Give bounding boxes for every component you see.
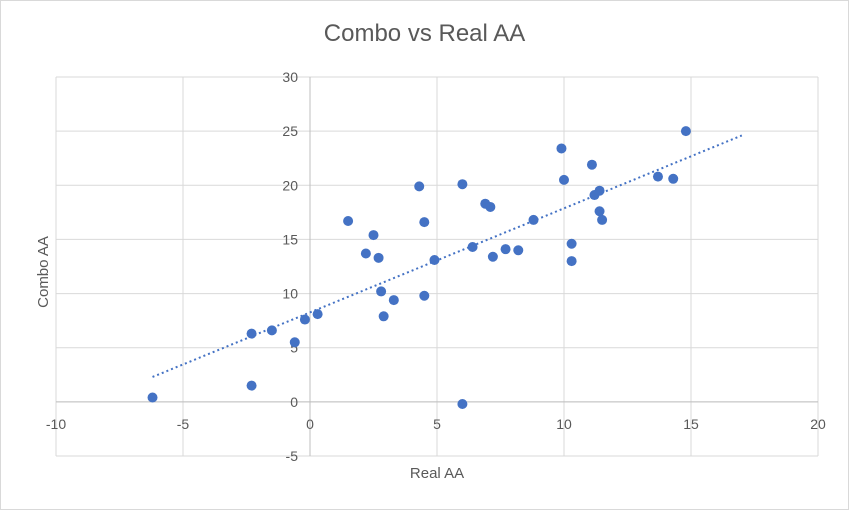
data-point (343, 216, 354, 227)
data-point (566, 256, 577, 267)
y-tick-label: 10 (282, 286, 298, 302)
data-point (467, 242, 478, 253)
data-point (429, 255, 440, 266)
x-tick-label: -10 (46, 416, 66, 432)
data-point (652, 171, 663, 182)
data-point (378, 311, 389, 322)
y-tick-label: 0 (290, 394, 298, 410)
y-tick-label: 30 (282, 69, 298, 85)
data-point (246, 328, 257, 339)
data-point (566, 238, 577, 249)
data-point (528, 214, 539, 225)
x-tick-label: -5 (177, 416, 190, 432)
data-point (513, 245, 524, 256)
data-point (419, 217, 430, 228)
data-point (668, 173, 679, 184)
data-point (500, 244, 511, 255)
y-tick-label: 20 (282, 177, 298, 193)
data-point (485, 201, 496, 212)
data-point (299, 314, 310, 325)
x-tick-label: 10 (556, 416, 572, 432)
data-point (487, 251, 498, 262)
data-point (312, 309, 323, 320)
x-tick-label: 20 (810, 416, 826, 432)
chart-title: Combo vs Real AA (323, 20, 526, 47)
data-point (266, 325, 277, 336)
data-point (597, 214, 608, 225)
data-point (414, 181, 425, 192)
data-point (373, 252, 384, 263)
data-points (147, 126, 691, 410)
data-point (594, 206, 605, 217)
y-tick-label: 5 (290, 340, 298, 356)
data-point (289, 337, 300, 348)
gridlines (55, 76, 819, 457)
data-point (246, 380, 257, 391)
data-point (559, 174, 569, 185)
data-point (376, 286, 387, 297)
data-point (457, 399, 468, 410)
y-tick-label: -5 (286, 448, 299, 464)
data-point (368, 230, 379, 241)
data-point (388, 295, 399, 306)
x-tick-label: 15 (683, 416, 699, 432)
data-point (556, 143, 567, 154)
y-axis-title: Combo AA (35, 236, 52, 308)
tick-labels: -10 -5 0 5 10 15 20 -5 0 5 10 15 20 25 30 (46, 69, 826, 464)
data-point (419, 290, 430, 301)
x-axis-title: Real AA (410, 465, 464, 482)
data-point (360, 248, 371, 259)
trendline-group (152, 134, 743, 378)
y-tick-label: 15 (282, 231, 298, 247)
y-tick-label: 25 (282, 123, 298, 139)
data-point (457, 179, 468, 190)
data-point (680, 126, 691, 137)
data-point (594, 185, 605, 196)
trendline (152, 134, 743, 378)
x-tick-label: 5 (433, 416, 441, 432)
data-point (147, 392, 158, 403)
data-point (586, 159, 597, 170)
x-tick-label: 0 (306, 416, 314, 432)
